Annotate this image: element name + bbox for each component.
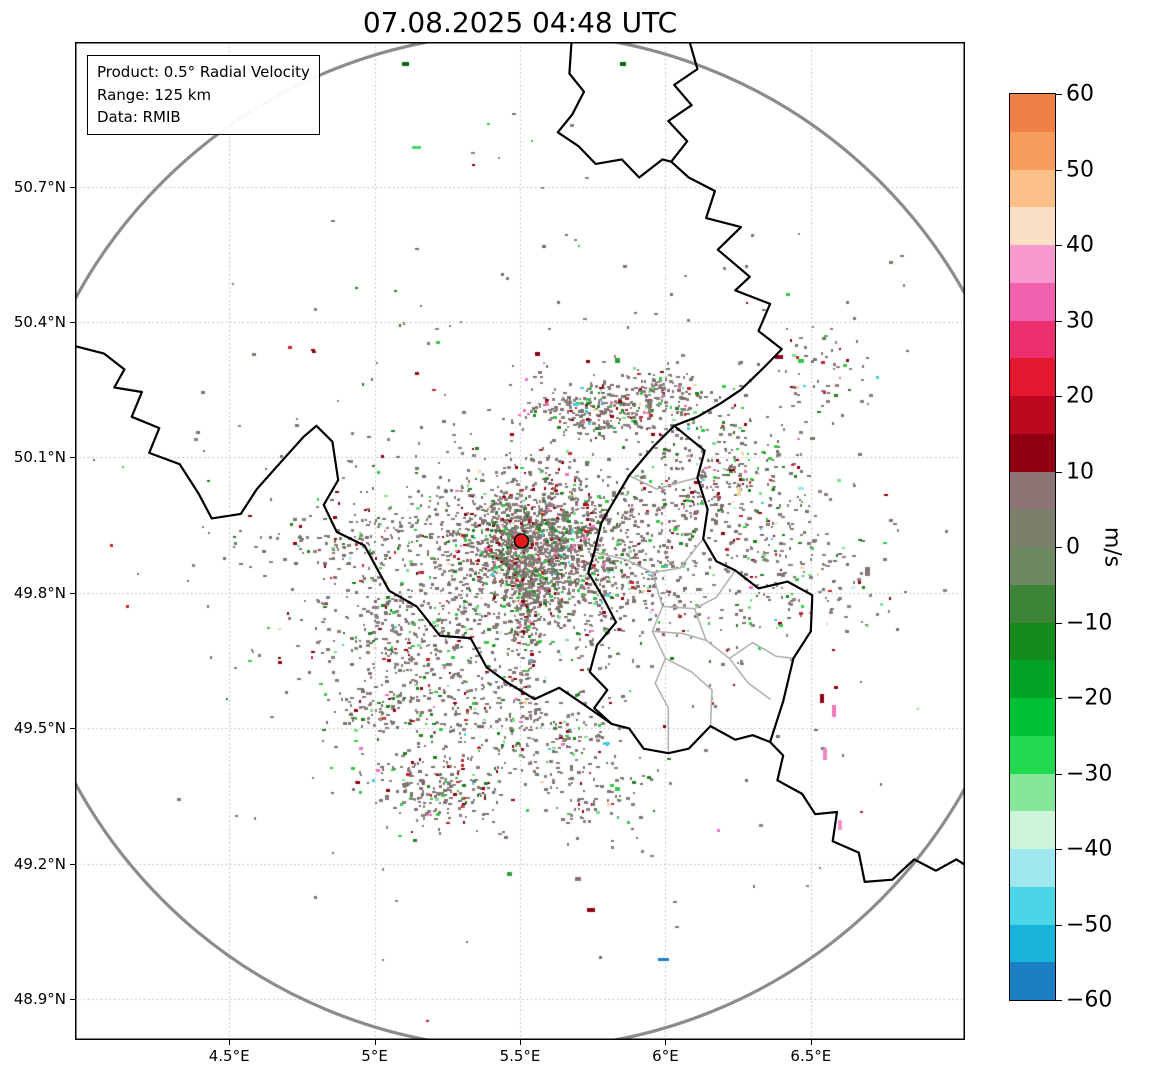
velocity-colorbar [1009, 93, 1056, 1001]
colorbar-tick-label: −60 [1066, 987, 1113, 1013]
x-tick-mark [374, 1040, 376, 1045]
y-tick-label: 49.8°N [13, 583, 66, 602]
district-border [628, 474, 699, 490]
country-border [769, 740, 965, 883]
colorbar-segment [1010, 660, 1055, 698]
x-tick-label: 5°E [361, 1047, 388, 1065]
y-tick-label: 50.4°N [13, 312, 66, 331]
y-tick-mark [70, 457, 75, 459]
colorbar-tick-label: 20 [1066, 383, 1094, 409]
colorbar-tick-mark [1056, 773, 1062, 775]
country-border [556, 42, 783, 427]
colorbar-segment [1010, 509, 1055, 547]
y-tick-label: 48.9°N [13, 990, 66, 1009]
colorbar-tick-label: 50 [1066, 157, 1094, 182]
colorbar-tick-mark [1056, 924, 1062, 926]
product-info-line: Product: 0.5° Radial Velocity [97, 63, 310, 81]
y-tick-label: 50.1°N [13, 448, 66, 467]
colorbar-tick-label: −10 [1066, 610, 1113, 635]
x-tick-label: 5.5°E [499, 1047, 541, 1065]
country-border [667, 42, 699, 163]
plot-title: 07.08.2025 04:48 UTC [362, 6, 678, 39]
colorbar-tick-mark [1056, 396, 1062, 397]
colorbar-tick-mark [1056, 698, 1062, 699]
colorbar-tick-label: 10 [1066, 459, 1094, 484]
y-tick-mark [70, 999, 75, 1001]
colorbar-segment [1010, 207, 1055, 245]
colorbar-segment [1010, 396, 1055, 434]
x-tick-label: 4.5°E [208, 1047, 250, 1065]
map-overlay [75, 42, 965, 1040]
colorbar-tick-mark [1056, 547, 1062, 548]
x-tick-mark [229, 1040, 231, 1045]
colorbar-tick-label: 40 [1066, 232, 1094, 258]
colorbar-segment [1010, 811, 1055, 849]
x-tick-mark [665, 1040, 667, 1045]
colorbar-segment [1010, 924, 1055, 963]
colorbar-segment [1010, 131, 1055, 170]
district-border [651, 571, 670, 754]
product-info-box: Product: 0.5° Radial Velocity Range: 125… [87, 55, 320, 135]
colorbar-segment [1010, 282, 1055, 321]
y-tick-mark [70, 863, 75, 865]
colorbar-segment [1010, 245, 1055, 283]
map-plot-area [75, 42, 965, 1040]
range-info-line: Range: 125 km [97, 85, 212, 104]
y-tick-mark [70, 592, 75, 594]
y-tick-mark [70, 321, 75, 323]
y-tick-mark [70, 186, 75, 188]
district-border [728, 641, 795, 660]
colorbar-segment [1010, 169, 1055, 208]
colorbar-unit-label: m/s [1099, 526, 1125, 568]
colorbar-segment [1010, 547, 1055, 585]
x-tick-mark [520, 1040, 521, 1045]
district-border [593, 537, 704, 574]
colorbar-segment [1010, 886, 1055, 925]
y-tick-label: 50.7°N [13, 177, 66, 196]
x-tick-mark [810, 1040, 812, 1045]
data-source-line: Data: RMIB [97, 108, 181, 126]
district-border [661, 569, 736, 610]
colorbar-segment [1010, 94, 1055, 132]
district-border [651, 630, 707, 642]
colorbar-tick-label: −30 [1066, 761, 1113, 786]
colorbar-tick-label: −20 [1066, 685, 1113, 711]
colorbar-tick-label: −40 [1066, 836, 1113, 862]
colorbar-tick-mark [1056, 471, 1062, 473]
colorbar-tick-mark [1056, 849, 1062, 850]
country-border [587, 424, 814, 755]
y-tick-label: 49.2°N [13, 854, 66, 873]
colorbar-tick-label: 60 [1066, 81, 1094, 107]
colorbar-tick-label: 0 [1066, 534, 1080, 560]
colorbar-segment [1010, 849, 1055, 887]
x-tick-label: 6°E [652, 1047, 679, 1065]
colorbar-segment [1010, 320, 1055, 359]
x-tick-label: 6.5°E [790, 1047, 832, 1065]
colorbar-segment [1010, 698, 1055, 736]
radar-location-marker [513, 533, 530, 549]
colorbar-tick-label: −50 [1066, 912, 1113, 937]
colorbar-segment [1010, 622, 1055, 661]
colorbar-segment [1010, 735, 1055, 774]
colorbar-tick-mark [1056, 245, 1062, 246]
colorbar-tick-label: 30 [1066, 308, 1094, 333]
colorbar-segment [1010, 773, 1055, 812]
axes-frame [75, 42, 965, 1040]
colorbar-tick-mark [1056, 94, 1062, 95]
country-border [75, 344, 613, 725]
colorbar-segment [1010, 962, 1055, 1000]
colorbar-tick-mark [1056, 622, 1062, 624]
y-tick-mark [70, 728, 75, 730]
colorbar-segment [1010, 471, 1055, 510]
colorbar-segment [1010, 584, 1055, 623]
colorbar-tick-mark [1056, 169, 1062, 171]
district-border [664, 657, 713, 727]
colorbar-tick-mark [1056, 320, 1062, 322]
colorbar-segment [1010, 433, 1055, 472]
y-tick-label: 49.5°N [13, 719, 66, 738]
colorbar-tick-mark [1056, 1000, 1062, 1001]
colorbar-segment [1010, 358, 1055, 396]
